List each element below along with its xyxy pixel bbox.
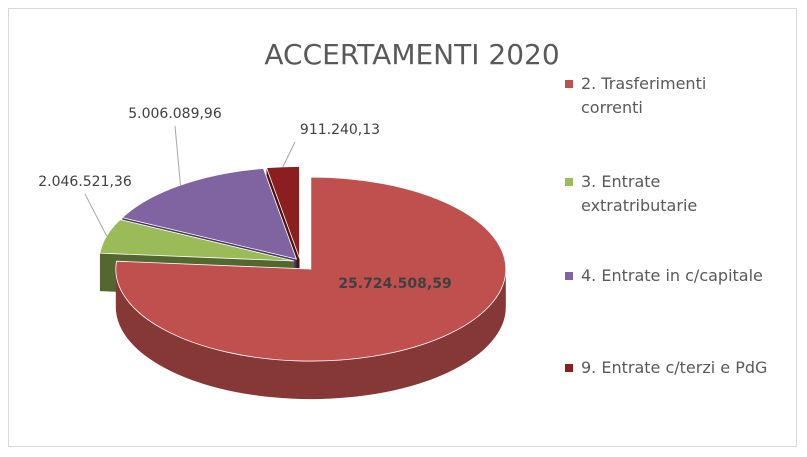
chart-frame [8, 8, 797, 447]
legend-item: 3. Entrate extratributarie [565, 170, 800, 218]
data-label: 2.046.521,36 [38, 174, 132, 190]
slice [99, 219, 295, 262]
legend-item: 9. Entrate c/terzi e PdG [565, 356, 800, 380]
chart-title: ACCERTAMENTI 2020 [264, 38, 559, 71]
data-label: 25.724.508,59 [338, 276, 451, 292]
legend-label: 9. Entrate c/terzi e PdG [581, 358, 768, 377]
legend-swatch [565, 80, 573, 88]
slice [115, 176, 507, 362]
legend-swatch [565, 178, 573, 186]
data-label: 5.006.089,96 [128, 106, 222, 122]
leader-line [282, 141, 296, 167]
slice-side [115, 269, 506, 400]
leader-line [84, 193, 108, 237]
legend-item: 2. Trasferimenti correnti [565, 72, 800, 120]
data-label: 911.240,13 [300, 122, 380, 138]
legend-label: 3. Entrate extratributarie [581, 172, 698, 215]
legend-swatch [565, 364, 573, 372]
leader-line [174, 125, 181, 186]
legend-swatch [565, 272, 573, 280]
legend-item: 4. Entrate in c/capitale [565, 264, 800, 288]
legend-label: 2. Trasferimenti correnti [581, 74, 707, 117]
legend-label: 4. Entrate in c/capitale [581, 266, 763, 285]
